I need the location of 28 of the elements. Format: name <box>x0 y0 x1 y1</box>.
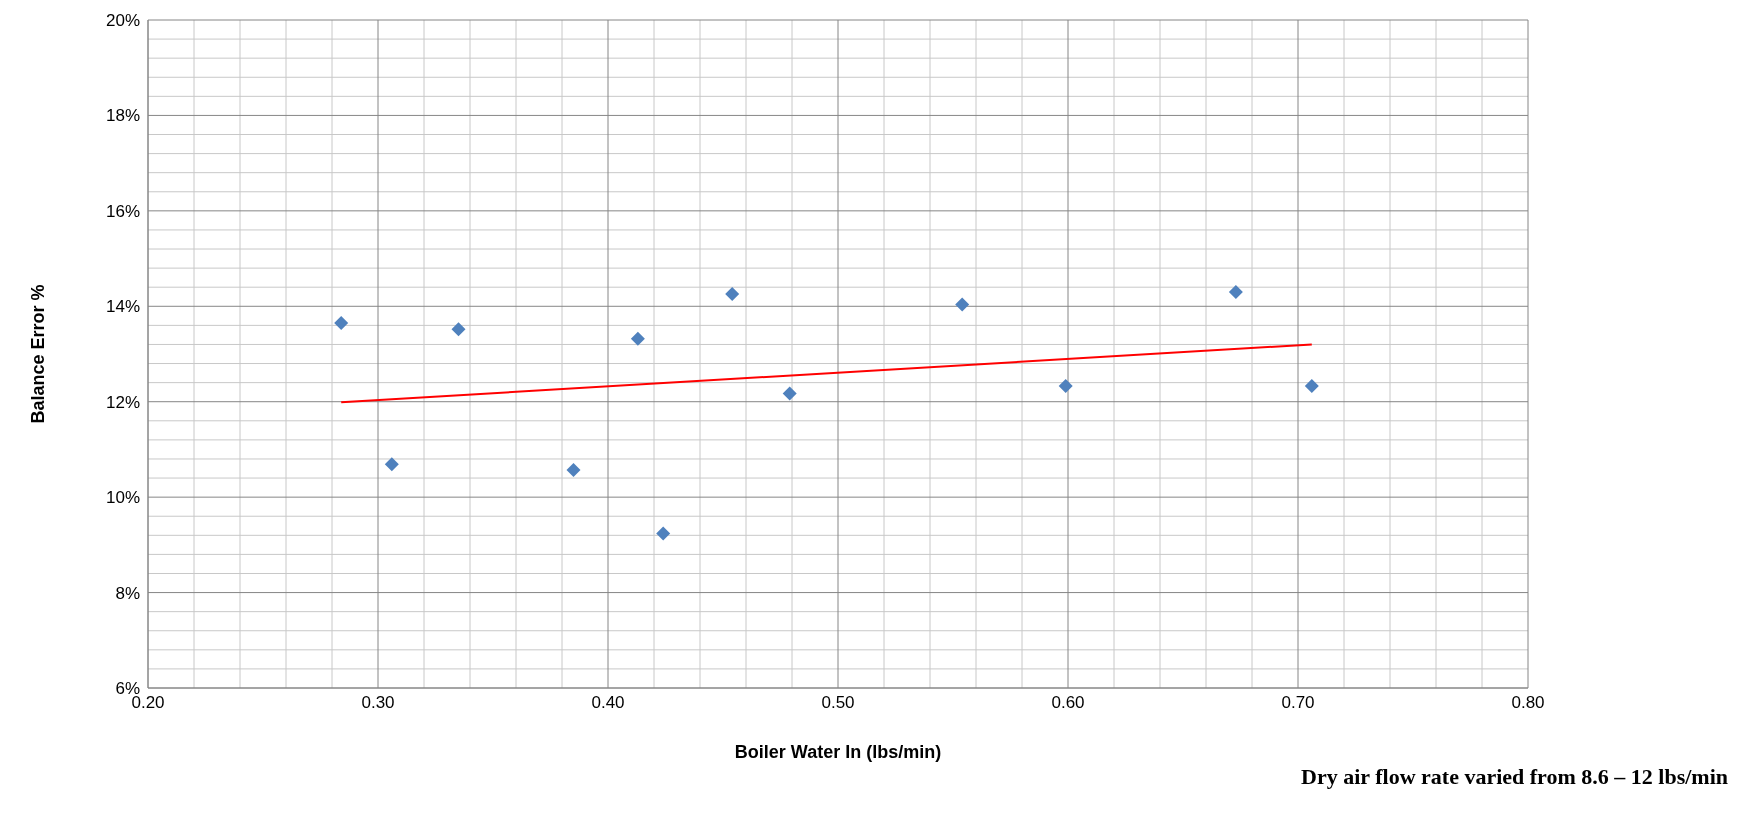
x-tick-label: 0.60 <box>1051 693 1085 713</box>
x-tick-label: 0.40 <box>591 693 625 713</box>
point <box>384 457 399 472</box>
y-tick-label: 16% <box>105 201 140 221</box>
x-axis-title: Boiler Water In (lbs/min) <box>734 742 942 762</box>
x-tick-label: 0.30 <box>361 693 395 713</box>
x-tick-label: 0.70 <box>1281 693 1315 713</box>
point <box>725 286 740 301</box>
y-tick-label: 20% <box>105 11 140 31</box>
x-tick-label: 0.50 <box>821 693 855 713</box>
point <box>782 386 797 401</box>
point <box>1304 378 1319 393</box>
y-tick-label: 18% <box>105 106 140 126</box>
point <box>955 297 970 312</box>
point <box>1058 378 1073 393</box>
y-tick-label: 8% <box>115 583 140 603</box>
point <box>566 462 581 477</box>
y-tick-label: 14% <box>105 297 140 317</box>
point <box>630 331 645 346</box>
point <box>451 322 466 337</box>
point <box>656 526 671 541</box>
point <box>334 315 349 330</box>
x-tick-label: 0.80 <box>1511 693 1545 713</box>
text: Dry air flow rate varied from 8.6 – 12 lbs/min <box>1301 764 1728 790</box>
point <box>1228 284 1243 299</box>
y-axis-title: Balance Error % <box>28 284 49 424</box>
y-tick-label: 12% <box>105 392 140 412</box>
y-tick-label: 10% <box>105 488 140 508</box>
